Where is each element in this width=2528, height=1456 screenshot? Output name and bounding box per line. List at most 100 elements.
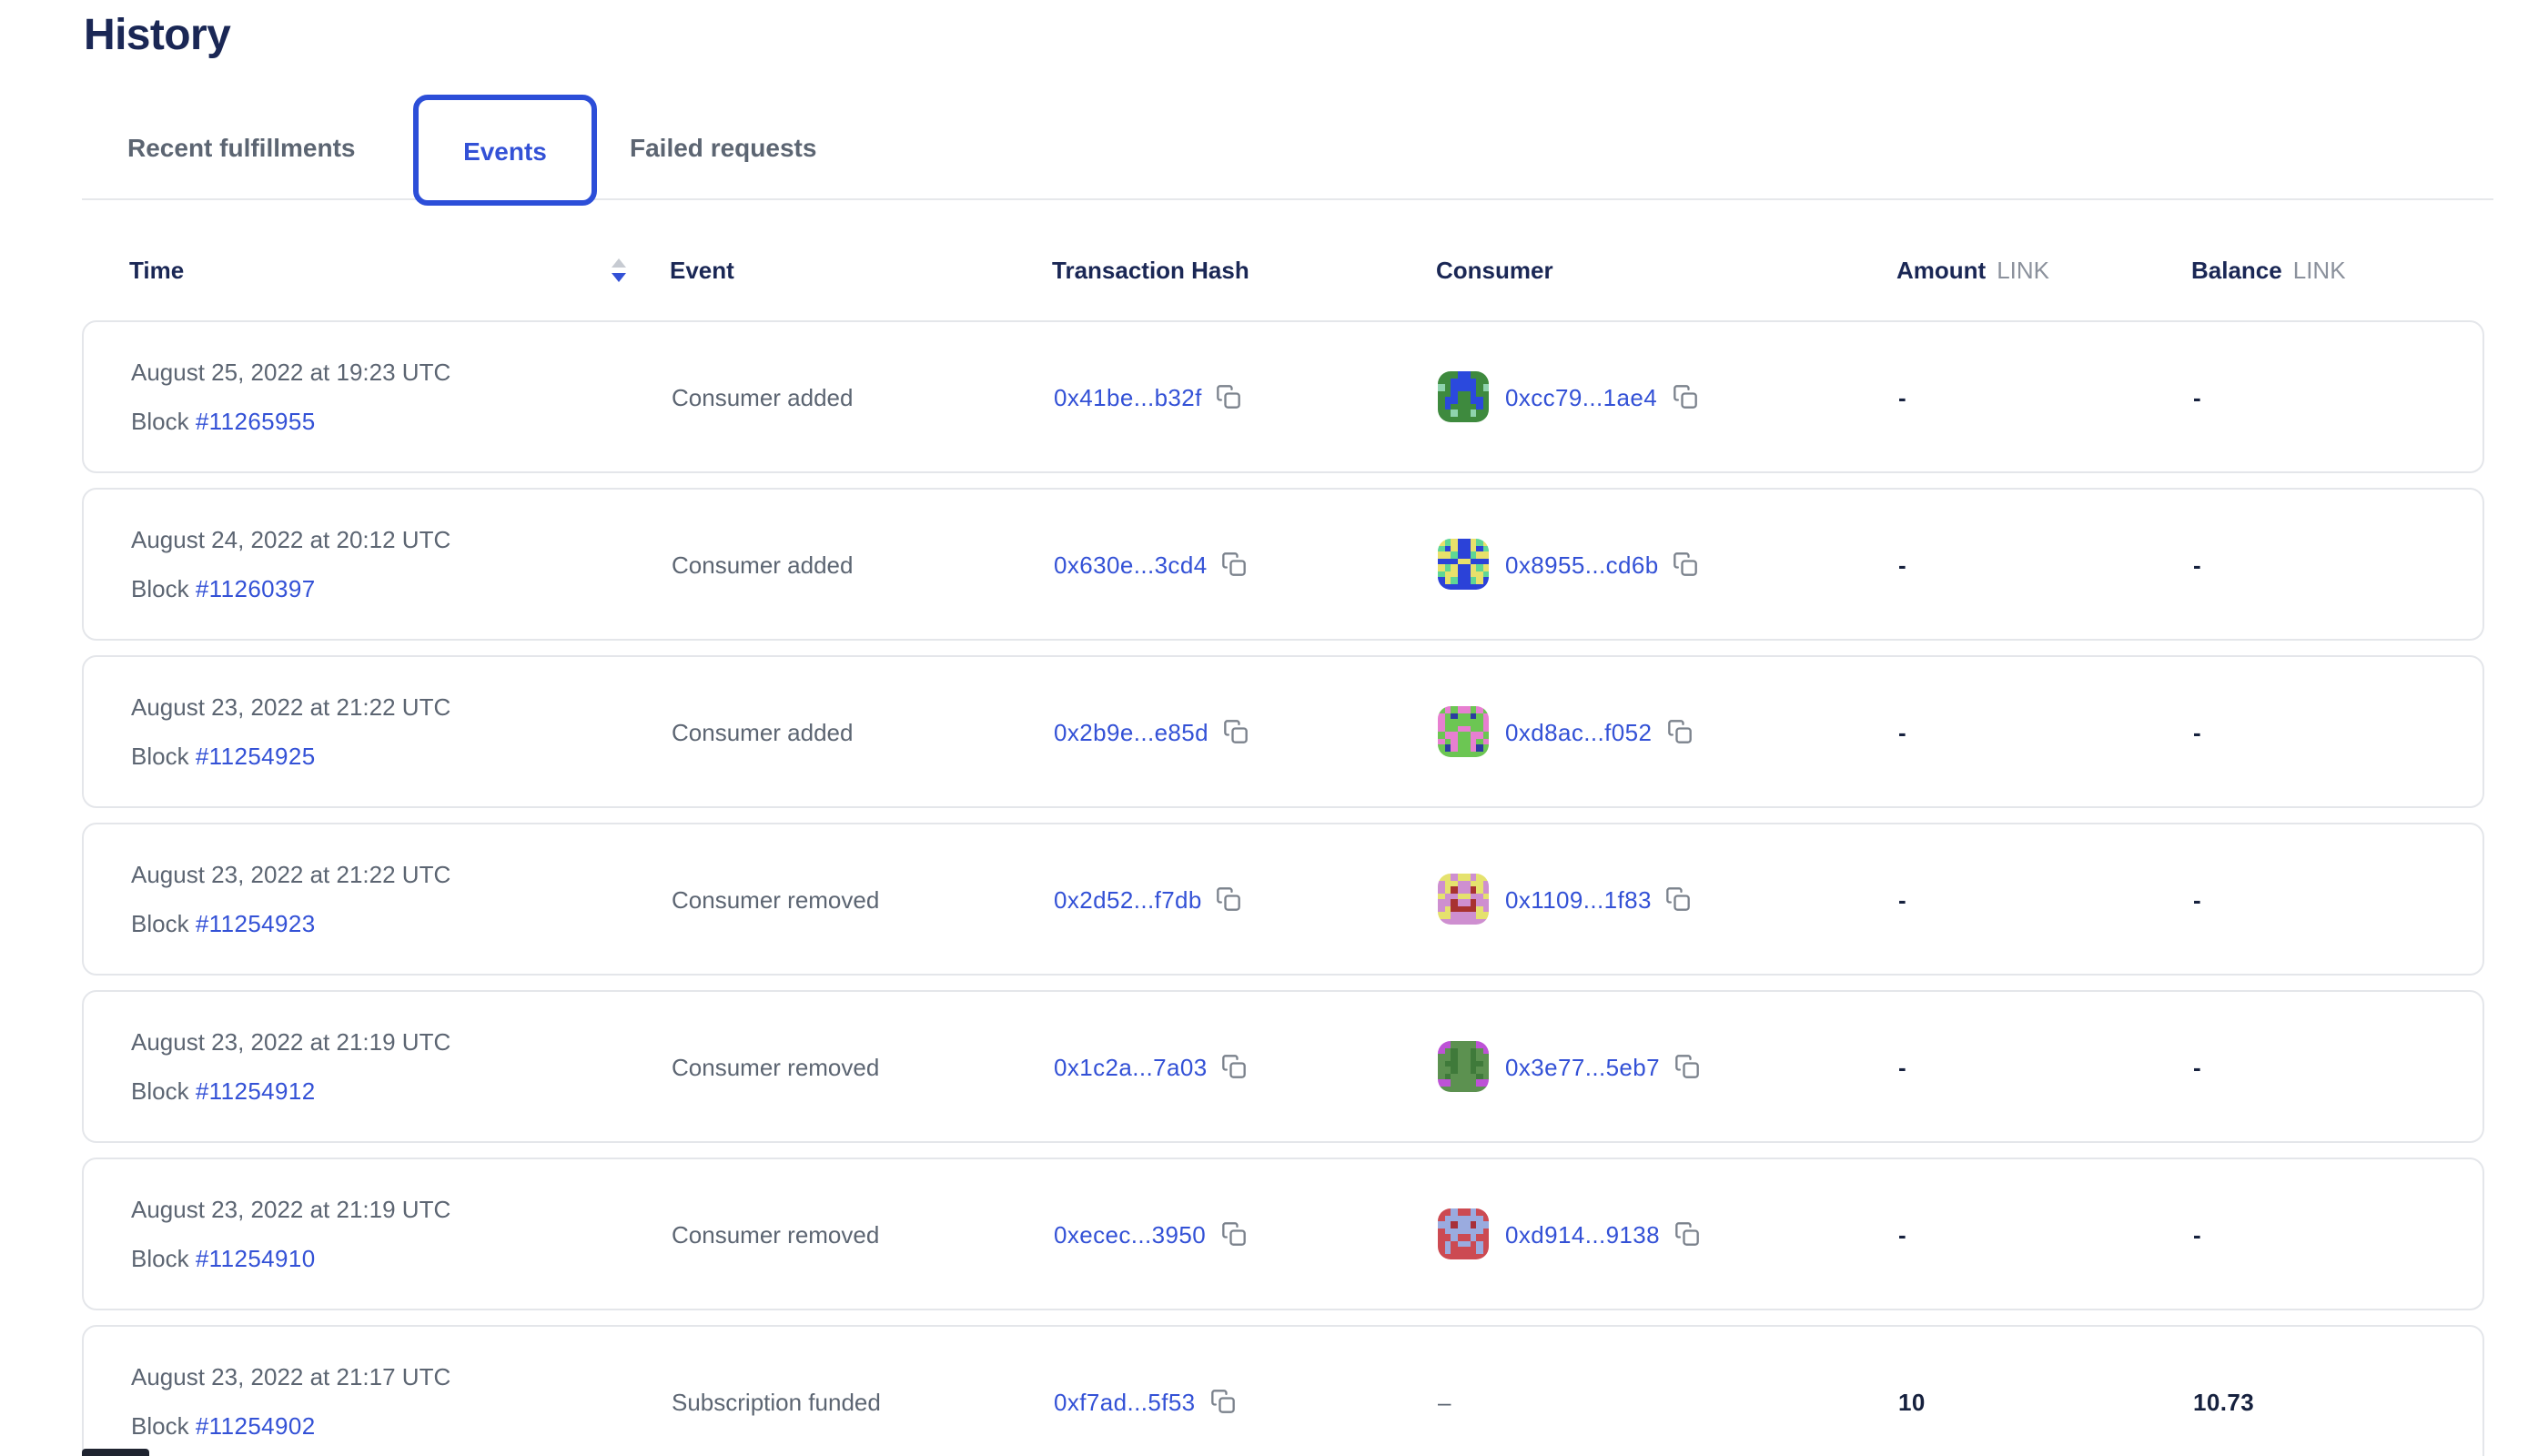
column-header-consumer-label: Consumer — [1436, 256, 1553, 283]
table-row: August 24, 2022 at 20:12 UTC Block #1126… — [82, 488, 2484, 641]
event-timestamp: August 23, 2022 at 21:19 UTC — [131, 1196, 451, 1223]
balance-value: - — [2193, 1220, 2202, 1248]
event-timestamp: August 24, 2022 at 20:12 UTC — [131, 526, 451, 553]
time-cell: August 23, 2022 at 21:19 UTC Block #1125… — [131, 1159, 672, 1309]
copy-consumer-address-button[interactable] — [1672, 384, 1697, 410]
consumer-address-link[interactable]: 0x3e77...5eb7 — [1505, 1053, 1661, 1080]
consumer-address-link[interactable]: 0x1109...1f83 — [1505, 885, 1652, 913]
consumer-link-group: 0xcc79...1ae4 — [1438, 371, 1697, 422]
consumer-link-group: 0x3e77...5eb7 — [1438, 1041, 1700, 1092]
time-cell: August 25, 2022 at 19:23 UTC Block #1126… — [131, 322, 672, 471]
copy-consumer-address-button[interactable] — [1674, 1221, 1700, 1247]
tab-failed-requests[interactable]: Failed requests — [630, 133, 817, 162]
transaction-hash-link[interactable]: 0x41be...b32f — [1054, 383, 1202, 410]
copy-icon — [1673, 385, 1696, 409]
block-number-link[interactable]: #11254923 — [195, 910, 316, 937]
copy-consumer-address-button[interactable] — [1666, 886, 1692, 912]
transaction-hash-link[interactable]: 0x1c2a...7a03 — [1054, 1053, 1208, 1080]
event-cell: Consumer added — [672, 490, 1054, 639]
column-header-amount-label: Amount — [1896, 256, 1987, 283]
copy-consumer-address-button[interactable] — [1674, 551, 1699, 577]
event-timestamp: August 23, 2022 at 21:19 UTC — [131, 1028, 451, 1056]
copy-transaction-hash-button[interactable] — [1222, 1054, 1248, 1079]
transaction-hash-link[interactable]: 0x2b9e...e85d — [1054, 718, 1209, 745]
copy-consumer-address-button[interactable] — [1674, 1054, 1700, 1079]
table-row: August 23, 2022 at 21:17 UTC Block #1125… — [82, 1325, 2484, 1456]
transaction-hash-cell: 0x2d52...f7db — [1054, 824, 1438, 974]
amount-cell: - — [1898, 992, 2193, 1141]
event-type: Subscription funded — [672, 1388, 881, 1415]
amount-cell: - — [1898, 490, 2193, 639]
amount-cell: - — [1898, 824, 2193, 974]
tab-events[interactable]: Events — [413, 95, 597, 206]
table-row: August 23, 2022 at 21:19 UTC Block #1125… — [82, 1158, 2484, 1310]
consumer-address-link[interactable]: 0xd914...9138 — [1505, 1220, 1661, 1248]
amount-value: 10 — [1898, 1388, 1926, 1415]
block-number-link[interactable]: #11254912 — [195, 1077, 316, 1105]
time-cell: August 23, 2022 at 21:19 UTC Block #1125… — [131, 992, 672, 1141]
copy-transaction-hash-button[interactable] — [1217, 384, 1242, 410]
consumer-avatar-icon — [1438, 1041, 1489, 1092]
amount-value: - — [1898, 1220, 1907, 1248]
copy-consumer-address-button[interactable] — [1666, 719, 1692, 744]
consumer-link-group: 0x1109...1f83 — [1438, 874, 1692, 925]
column-header-time[interactable]: Time — [129, 256, 670, 283]
consumer-address-link[interactable]: 0x8955...cd6b — [1505, 551, 1659, 578]
consumer-address-link[interactable]: 0xd8ac...f052 — [1505, 718, 1653, 745]
consumer-cell: – — [1438, 1327, 1898, 1456]
consumer-address-link[interactable]: 0xcc79...1ae4 — [1505, 383, 1658, 410]
copy-transaction-hash-button[interactable] — [1210, 1389, 1236, 1414]
transaction-hash-link[interactable]: 0xecec...3950 — [1054, 1220, 1207, 1248]
balance-cell: 10.73 — [2193, 1327, 2482, 1456]
tab-recent-fulfillments[interactable]: Recent fulfillments — [127, 133, 356, 162]
event-type: Consumer removed — [672, 1220, 880, 1248]
balance-cell: - — [2193, 322, 2482, 471]
copy-transaction-hash-button[interactable] — [1217, 886, 1242, 912]
consumer-link-group: 0x8955...cd6b — [1438, 539, 1699, 590]
amount-value: - — [1898, 885, 1907, 913]
page-title: History — [84, 11, 231, 60]
copy-icon — [1675, 1222, 1699, 1246]
transaction-hash-link[interactable]: 0x2d52...f7db — [1054, 885, 1202, 913]
consumer-cell: 0x8955...cd6b — [1438, 490, 1898, 639]
consumer-empty-value: – — [1438, 1388, 1451, 1415]
table-body: August 25, 2022 at 19:23 UTC Block #1126… — [82, 320, 2484, 1456]
block-number-link[interactable]: #11254902 — [195, 1412, 316, 1440]
tab-bar: Recent fulfillments Events Failed reques… — [0, 0, 2528, 218]
consumer-avatar-icon — [1438, 874, 1489, 925]
balance-cell: - — [2193, 657, 2482, 806]
transaction-hash-link[interactable]: 0xf7ad...5f53 — [1054, 1388, 1196, 1415]
balance-cell: - — [2193, 992, 2482, 1141]
balance-value: - — [2193, 1053, 2202, 1080]
consumer-cell: 0x1109...1f83 — [1438, 824, 1898, 974]
time-cell: August 23, 2022 at 21:22 UTC Block #1125… — [131, 824, 672, 974]
balance-value: - — [2193, 718, 2202, 745]
amount-cell: - — [1898, 657, 2193, 806]
column-header-time-label: Time — [129, 256, 185, 283]
consumer-link-group: 0xd914...9138 — [1438, 1208, 1700, 1259]
consumer-cell: 0xd914...9138 — [1438, 1159, 1898, 1309]
copy-transaction-hash-button[interactable] — [1222, 551, 1248, 577]
copy-icon — [1222, 1055, 1247, 1078]
block-number-link[interactable]: #11254910 — [195, 1245, 316, 1272]
block-line: Block #11254912 — [131, 1076, 316, 1107]
consumer-link-group: 0xd8ac...f052 — [1438, 706, 1692, 757]
block-number-link[interactable]: #11254925 — [195, 743, 316, 770]
amount-cell: - — [1898, 1159, 2193, 1309]
block-line: Block #11254925 — [131, 741, 316, 772]
table-row: August 23, 2022 at 21:22 UTC Block #1125… — [82, 823, 2484, 976]
event-timestamp: August 23, 2022 at 21:22 UTC — [131, 861, 451, 888]
table-row: August 23, 2022 at 21:19 UTC Block #1125… — [82, 990, 2484, 1143]
block-number-link[interactable]: #11260397 — [195, 575, 316, 602]
event-cell: Consumer removed — [672, 1159, 1054, 1309]
block-number-link[interactable]: #11265955 — [195, 408, 316, 435]
copy-transaction-hash-button[interactable] — [1223, 719, 1249, 744]
copy-transaction-hash-button[interactable] — [1220, 1221, 1246, 1247]
block-label: Block — [131, 910, 196, 937]
block-line: Block #11254923 — [131, 908, 316, 939]
copy-icon — [1222, 552, 1247, 576]
amount-value: - — [1898, 1053, 1907, 1080]
sort-control[interactable] — [612, 258, 626, 281]
transaction-hash-link[interactable]: 0x630e...3cd4 — [1054, 551, 1208, 578]
